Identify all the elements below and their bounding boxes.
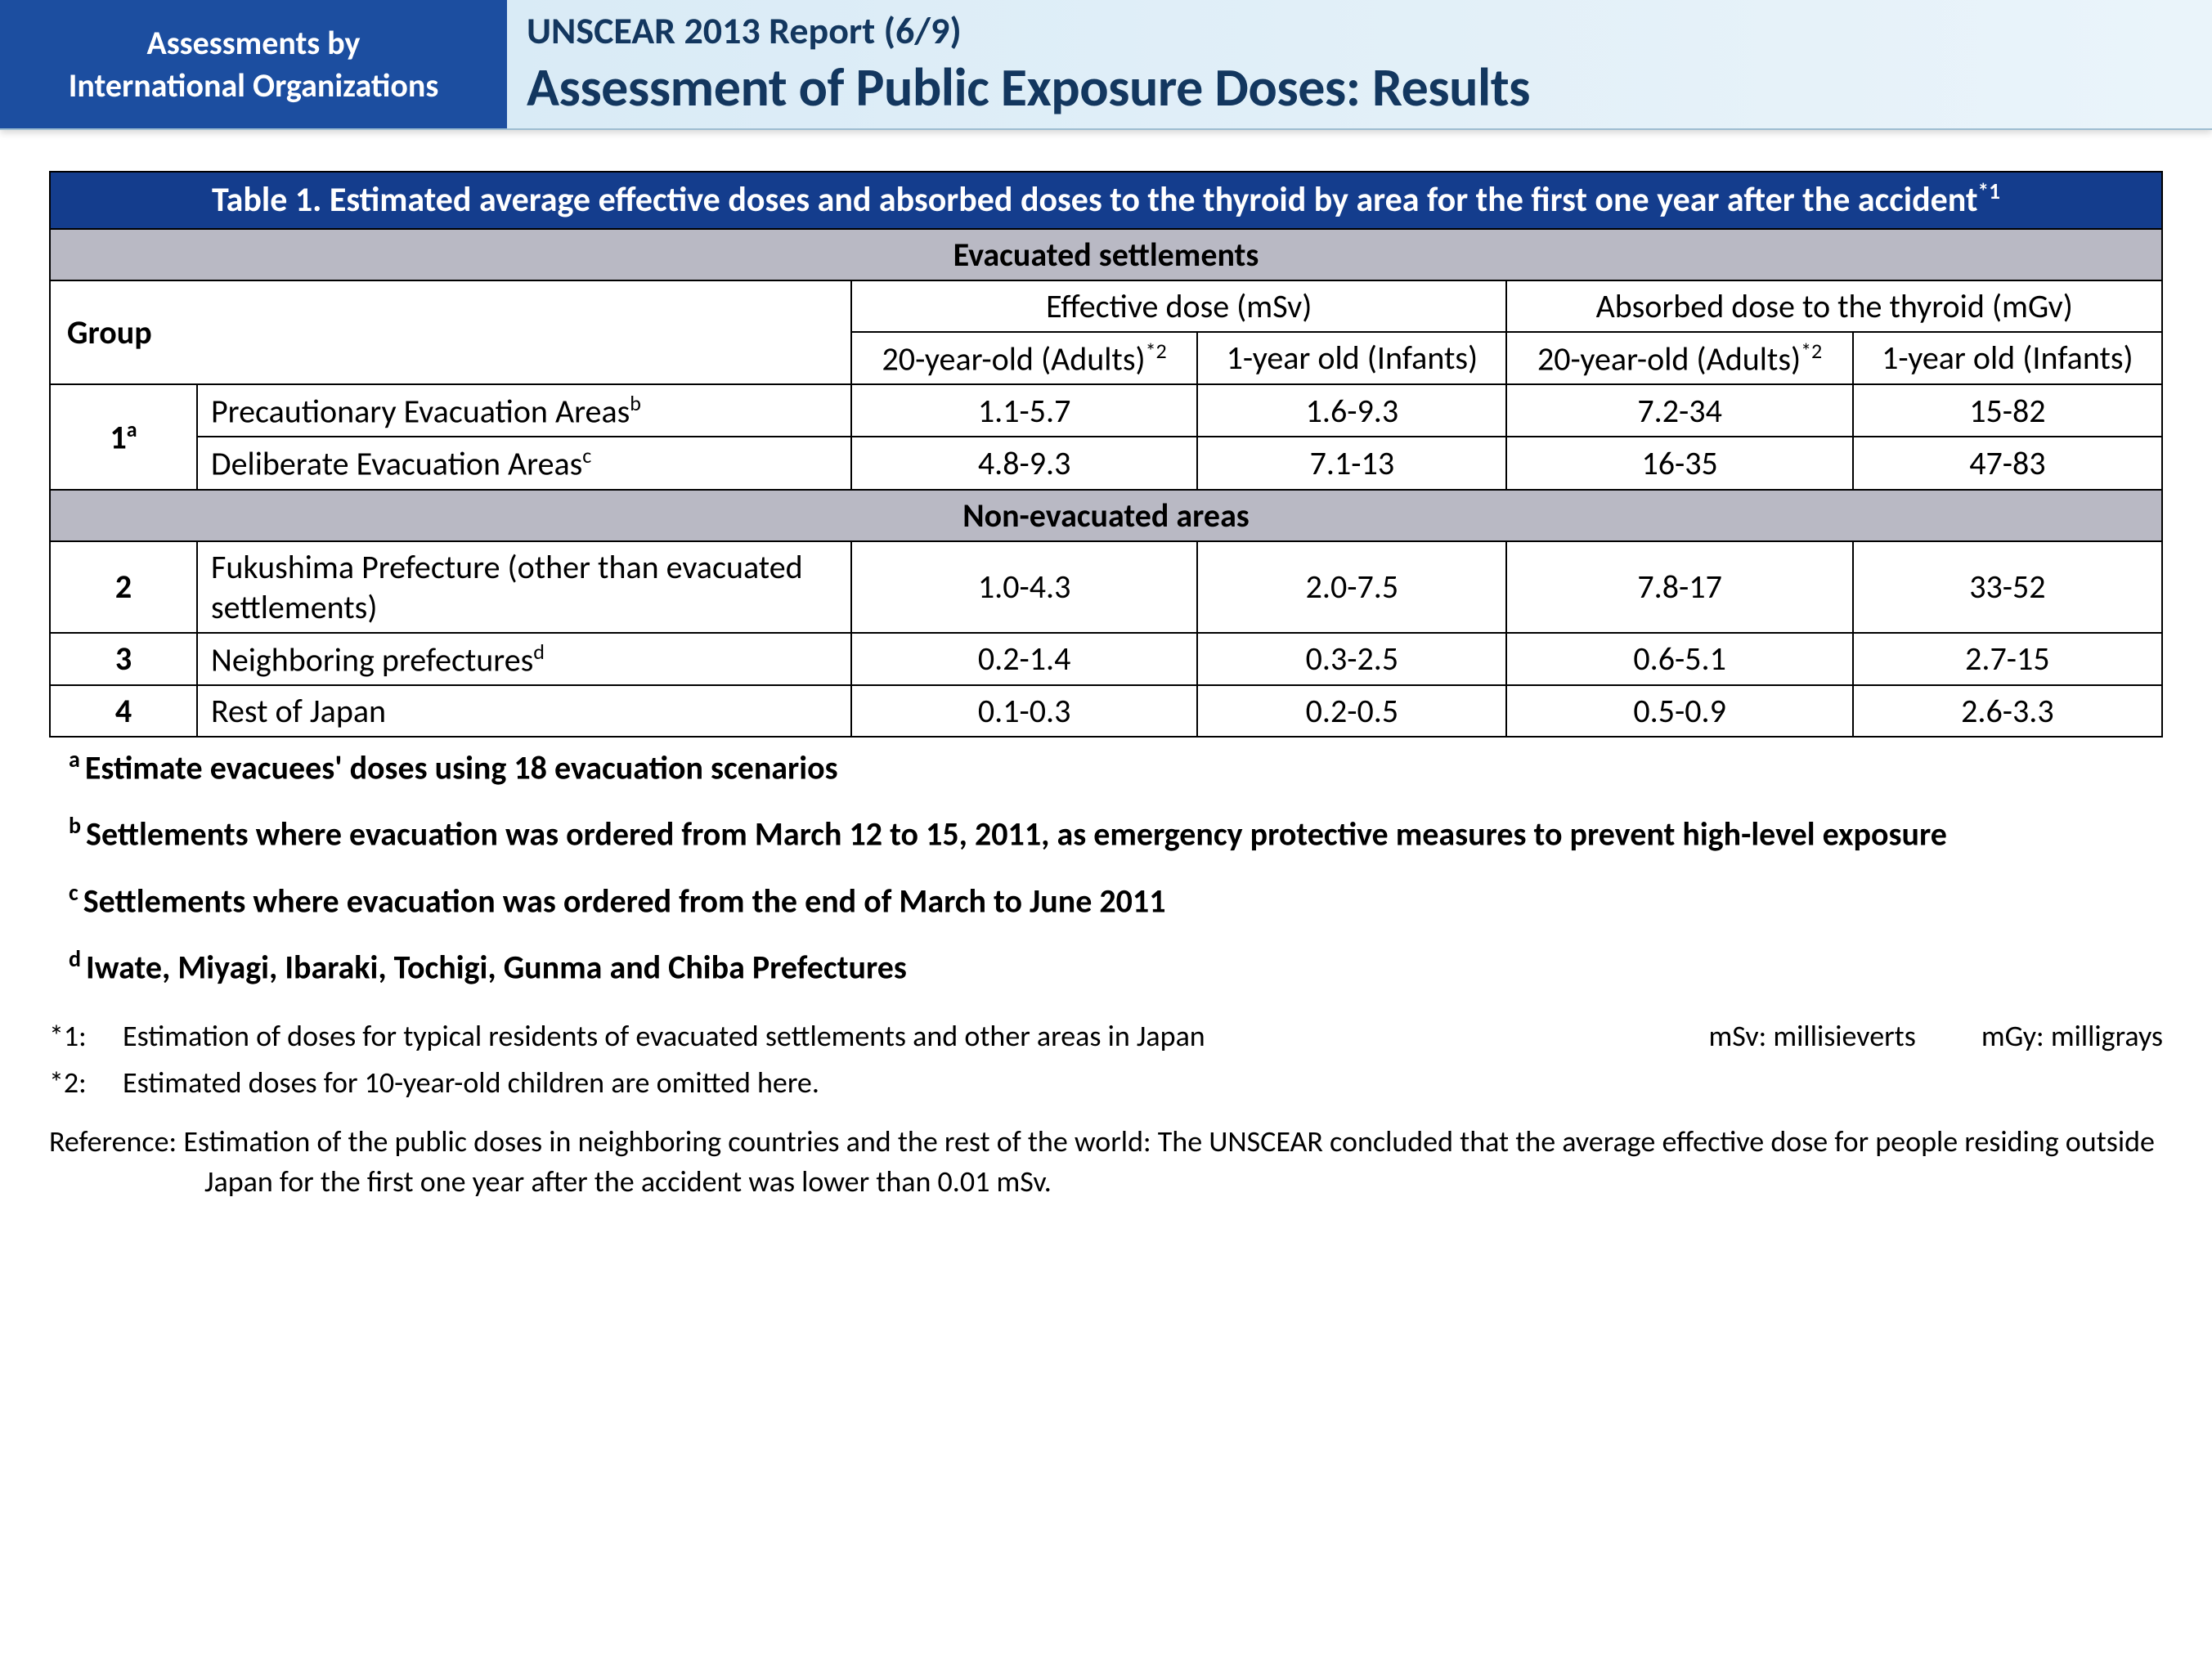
col-abs-adults: 20-year-old (Adults)*2 [1506,332,1852,384]
cell-value: 7.1-13 [1197,437,1506,489]
cell-value: 7.8-17 [1506,541,1852,633]
cell-value: 15-82 [1853,384,2162,437]
unit-mgy: mGy: milligrays [1981,1016,2163,1056]
cell-value: 0.3-2.5 [1197,633,1506,685]
cell-value: 0.6-5.1 [1506,633,1852,685]
col-absorbed-dose: Absorbed dose to the thyroid (mGv) [1506,280,2162,332]
header-badge: Assessments by International Organizatio… [0,0,507,128]
section-nonevacuated: Non-evacuated areas [50,490,2162,541]
unit-legend: mSv: millisieverts mGy: milligrays [1708,1016,2163,1056]
badge-line-1: Assessments by [23,22,484,65]
col-abs-infants: 1-year old (Infants) [1853,332,2162,384]
col-group: Group [50,280,851,384]
page-header: Assessments by International Organizatio… [0,0,2212,130]
cell-group: 2 [50,541,197,633]
cell-value: 1.6-9.3 [1197,384,1506,437]
footnote-b: bSettlements where evacuation was ordere… [49,809,2163,859]
col-eff-infants: 1-year old (Infants) [1197,332,1506,384]
cell-value: 7.2-34 [1506,384,1852,437]
header-subtitle: UNSCEAR 2013 Report (6/9) [527,8,1530,54]
table-row: 2 Fukushima Prefecture (other than evacu… [50,541,2162,633]
cell-group: 4 [50,685,197,737]
cell-value: 0.5-0.9 [1506,685,1852,737]
cell-value: 16-35 [1506,437,1852,489]
table-title: Table 1. Estimated average effective dos… [50,172,2162,229]
footnotes: aEstimate evacuees' doses using 18 evacu… [49,742,2163,992]
section-evacuated: Evacuated settlements [50,229,2162,280]
table-row: 1a Precautionary Evacuation Areasb 1.1-5… [50,384,2162,437]
starnotes: *1: Estimation of doses for typical resi… [49,1016,2163,1102]
col-effective-dose: Effective dose (mSv) [851,280,1506,332]
cell-desc: Neighboring prefecturesd [197,633,851,685]
content-area: Table 1. Estimated average effective dos… [0,130,2212,1226]
table-row: Deliberate Evacuation Areasc 4.8-9.3 7.1… [50,437,2162,489]
cell-value: 33-52 [1853,541,2162,633]
cell-value: 1.0-4.3 [851,541,1197,633]
header-title: Assessment of Public Exposure Doses: Res… [527,54,1530,120]
cell-value: 47-83 [1853,437,2162,489]
table-row: 4 Rest of Japan 0.1-0.3 0.2-0.5 0.5-0.9 … [50,685,2162,737]
starnote-1: *1: Estimation of doses for typical resi… [49,1016,2163,1056]
badge-line-2: International Organizations [23,65,484,107]
cell-value: 0.2-1.4 [851,633,1197,685]
footnote-d: dIwate, Miyagi, Ibaraki, Tochigi, Gunma … [49,942,2163,992]
footnote-a: aEstimate evacuees' doses using 18 evacu… [49,742,2163,792]
cell-value: 2.7-15 [1853,633,2162,685]
cell-value: 0.2-0.5 [1197,685,1506,737]
cell-value: 2.6-3.3 [1853,685,2162,737]
header-titles: UNSCEAR 2013 Report (6/9) Assessment of … [507,0,1546,128]
table-title-sup: *1 [1978,178,2000,205]
reference-text: Estimation of the public doses in neighb… [183,1123,2155,1199]
cell-group: 1a [50,384,197,490]
cell-value: 4.8-9.3 [851,437,1197,489]
reference-label: Reference: [49,1123,177,1159]
cell-value: 1.1-5.7 [851,384,1197,437]
dose-table: Table 1. Estimated average effective dos… [49,171,2163,738]
cell-value: 2.0-7.5 [1197,541,1506,633]
cell-group: 3 [50,633,197,685]
cell-desc: Fukushima Prefecture (other than evacuat… [197,541,851,633]
cell-desc: Deliberate Evacuation Areasc [197,437,851,489]
col-eff-adults: 20-year-old (Adults)*2 [851,332,1197,384]
footnote-c: cSettlements where evacuation was ordere… [49,876,2163,926]
starnote-2: *2: Estimated doses for 10-year-old chil… [49,1063,2163,1103]
table-row: 3 Neighboring prefecturesd 0.2-1.4 0.3-2… [50,633,2162,685]
unit-msv: mSv: millisieverts [1708,1016,1915,1056]
cell-desc: Precautionary Evacuation Areasb [197,384,851,437]
cell-value: 0.1-0.3 [851,685,1197,737]
table-title-text: Table 1. Estimated average effective dos… [212,179,1977,221]
reference-note: Reference: Estimation of the public dose… [49,1122,2163,1201]
cell-desc: Rest of Japan [197,685,851,737]
